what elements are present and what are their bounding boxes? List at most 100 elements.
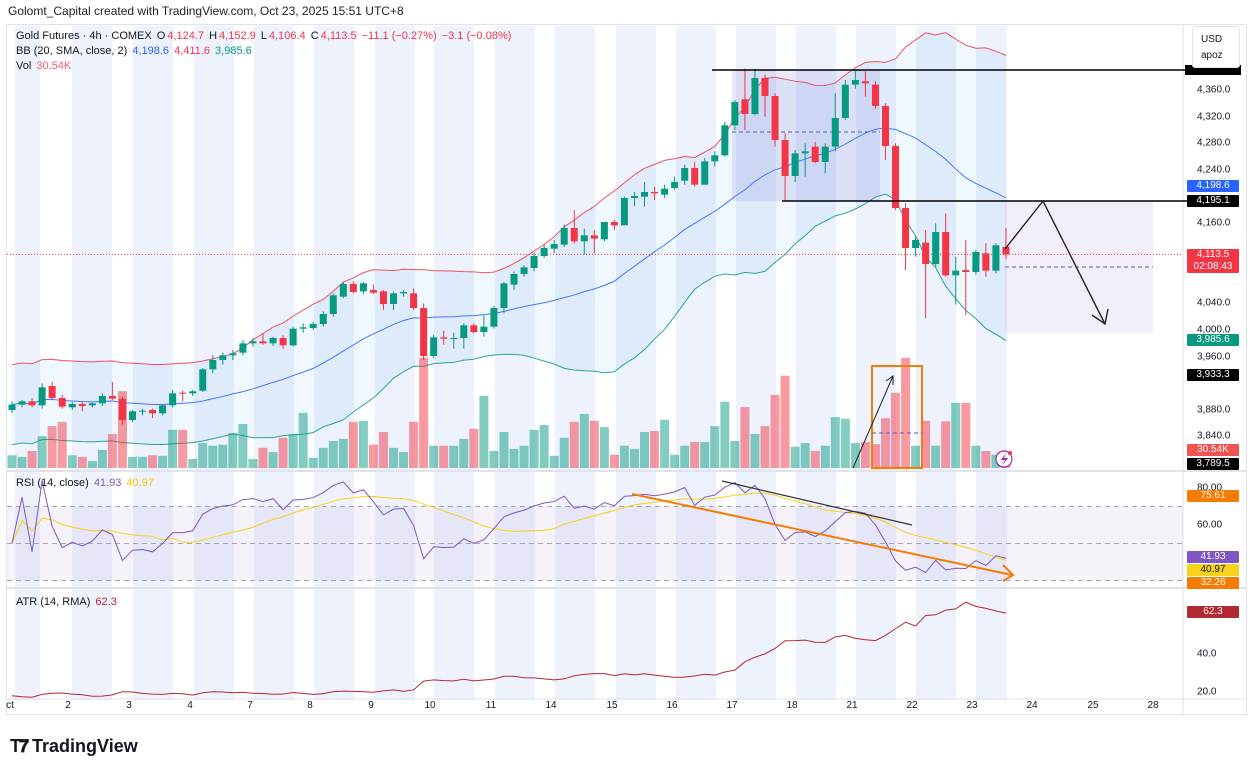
candle-body xyxy=(881,105,889,146)
candle-body xyxy=(420,307,428,357)
symbol-title[interactable]: Gold Futures · 4h · COMEX xyxy=(16,30,152,42)
axis-label-text: 3,789.5 xyxy=(1196,458,1230,469)
candle-body xyxy=(470,325,478,333)
volume-bar xyxy=(720,401,730,468)
candle-body xyxy=(841,84,849,118)
candle xyxy=(681,164,689,185)
atr-legend[interactable]: ATR (14, RMA) 62.3 xyxy=(16,596,119,608)
candle-body xyxy=(169,393,177,406)
axis-tick: 4,040.0 xyxy=(1197,297,1231,309)
arrow-icon xyxy=(885,375,894,385)
bb-legend[interactable]: BB (20, SMA, close, 2) 4,198.6 4,411.6 3… xyxy=(16,45,254,57)
candle xyxy=(118,396,126,425)
candle xyxy=(651,186,659,200)
candle-body xyxy=(821,146,829,162)
volume-bar xyxy=(409,421,419,468)
candle xyxy=(841,79,849,120)
candle xyxy=(590,229,598,254)
candle xyxy=(88,402,96,408)
volume-bar xyxy=(278,437,288,468)
candle-body xyxy=(721,125,729,156)
candle xyxy=(701,157,709,185)
volume-bar xyxy=(67,455,77,468)
arrowhead-icon xyxy=(1091,308,1109,326)
candle-body xyxy=(199,369,207,391)
candle-body xyxy=(58,398,66,407)
candle xyxy=(510,271,518,290)
volume-bar xyxy=(268,452,278,468)
volume-bar xyxy=(619,445,629,468)
candle-body xyxy=(430,337,438,357)
currency-unit-selector[interactable]: USD apoz xyxy=(1192,26,1240,68)
candle xyxy=(791,149,799,182)
session-band xyxy=(133,26,173,700)
candle-body xyxy=(641,191,649,197)
candle xyxy=(450,332,458,349)
volume-value: 30.54K xyxy=(36,60,72,72)
price-axis-label: 30.54K xyxy=(1187,444,1239,456)
candle-body xyxy=(249,341,257,344)
candle-body xyxy=(580,235,588,242)
candle xyxy=(671,176,679,190)
candle-body xyxy=(319,313,327,324)
candle-body xyxy=(349,283,357,292)
candle-body xyxy=(18,401,26,405)
volume-bar xyxy=(750,434,760,468)
candle xyxy=(530,253,538,272)
candle-body xyxy=(48,386,56,399)
candle xyxy=(369,284,377,294)
candle xyxy=(751,68,759,116)
time-tick: 3 xyxy=(126,700,132,711)
candle xyxy=(169,390,177,408)
volume-bar xyxy=(17,456,27,468)
volume-bar xyxy=(901,357,911,468)
candle xyxy=(741,68,749,130)
candle xyxy=(761,74,769,117)
volume-bar xyxy=(971,445,981,468)
resistance-price-label xyxy=(1185,65,1241,75)
candle-body xyxy=(630,195,638,198)
candle-body xyxy=(691,167,699,185)
rsi-arrowhead-icon xyxy=(1002,564,1015,582)
projection-path xyxy=(1004,199,1106,325)
volume-bar xyxy=(158,455,168,468)
candle-body xyxy=(410,293,418,308)
volume-bar xyxy=(850,443,860,468)
volume-bar xyxy=(97,449,107,468)
candle-body xyxy=(962,269,970,272)
candle xyxy=(209,355,217,374)
rsi-legend[interactable]: RSI (14, close) 41.93 40.97 xyxy=(16,477,156,489)
axis-tick: 4,360.0 xyxy=(1197,84,1231,96)
axis-tick: 4,000.0 xyxy=(1197,324,1231,336)
volume-bar xyxy=(519,445,529,468)
volume-bar xyxy=(820,445,830,468)
volume-bar xyxy=(579,413,589,468)
candle xyxy=(259,333,267,345)
volume-bar xyxy=(238,424,248,468)
atr-pane xyxy=(11,601,1007,698)
volume-bar xyxy=(589,420,599,468)
close-value: 4,113.5 xyxy=(320,30,357,42)
volume-legend[interactable]: Vol 30.54K xyxy=(16,60,73,72)
candle-body xyxy=(189,391,197,394)
candle xyxy=(249,338,257,347)
candle xyxy=(711,151,719,167)
tradingview-logo[interactable]: T𝟕 TradingView xyxy=(10,736,138,757)
candle-body xyxy=(490,307,498,327)
time-tick: 16 xyxy=(666,700,678,711)
volume-bar xyxy=(57,421,67,468)
price-axis-label: 75.61 xyxy=(1187,490,1239,502)
volume-bar xyxy=(921,420,931,468)
candle-body xyxy=(28,401,36,406)
change-value: −11.1 (−0.27%) xyxy=(361,30,437,42)
rsi-trendline-black xyxy=(721,480,913,526)
candle-body xyxy=(661,188,669,195)
time-tick: 14 xyxy=(545,700,557,711)
candle xyxy=(1002,228,1010,260)
candle-body xyxy=(942,231,950,276)
volume-bar xyxy=(258,447,268,468)
candle xyxy=(339,281,347,298)
candle-body xyxy=(390,293,398,304)
candle-body xyxy=(560,227,568,245)
